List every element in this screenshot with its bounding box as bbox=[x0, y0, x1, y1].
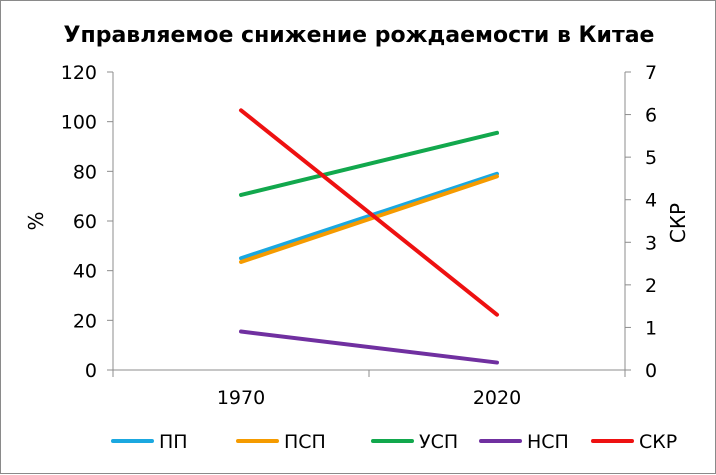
y-left-tick-label: 80 bbox=[73, 161, 97, 183]
y-right-tick-label: 4 bbox=[645, 190, 657, 212]
legend-label-УСП: УСП bbox=[419, 431, 458, 453]
y-left-tick-label: 20 bbox=[73, 310, 97, 332]
y-left-tick-label: 0 bbox=[85, 360, 97, 382]
series-line-УСП bbox=[239, 130, 499, 197]
y-right-tick-label: 7 bbox=[645, 62, 657, 84]
series-line-НСП bbox=[239, 329, 499, 365]
y-axis-left-label: % bbox=[24, 211, 48, 230]
y-right-tick-label: 0 bbox=[645, 360, 657, 382]
axes: 0 20 40 60 80 100 120 0 1 2 3 4 5 6 7 1970 2020 bbox=[61, 62, 657, 409]
legend-label-СКР: СКР bbox=[639, 431, 677, 453]
x-tick-label: 1970 bbox=[217, 387, 265, 409]
y-left-tick-label: 120 bbox=[61, 62, 97, 84]
y-left-tick-label: 40 bbox=[73, 261, 97, 283]
y-right-tick-label: 6 bbox=[645, 105, 657, 127]
series-line-СКР bbox=[239, 108, 499, 317]
y-right-tick-label: 1 bbox=[645, 317, 657, 339]
y-left-tick-label: 60 bbox=[73, 211, 97, 233]
y-right-tick-label: 2 bbox=[645, 275, 657, 297]
series-line-ПП bbox=[239, 171, 499, 261]
legend-label-НСП: НСП bbox=[527, 431, 569, 453]
y-right-tick-label: 5 bbox=[645, 147, 657, 169]
series-line-ПСП bbox=[239, 174, 499, 264]
x-tick-label: 2020 bbox=[473, 387, 521, 409]
series-lines bbox=[239, 108, 499, 365]
legend-label-ПСП: ПСП bbox=[284, 431, 326, 453]
legend: ПП ПСП УСП НСП СКР bbox=[111, 431, 677, 453]
y-left-tick-label: 100 bbox=[61, 112, 97, 134]
y-axis-right-label: СКР bbox=[666, 203, 690, 243]
chart-title: Управляемое снижение рождаемости в Китае bbox=[64, 23, 655, 48]
y-right-tick-label: 3 bbox=[645, 232, 657, 254]
legend-label-ПП: ПП bbox=[159, 431, 188, 453]
